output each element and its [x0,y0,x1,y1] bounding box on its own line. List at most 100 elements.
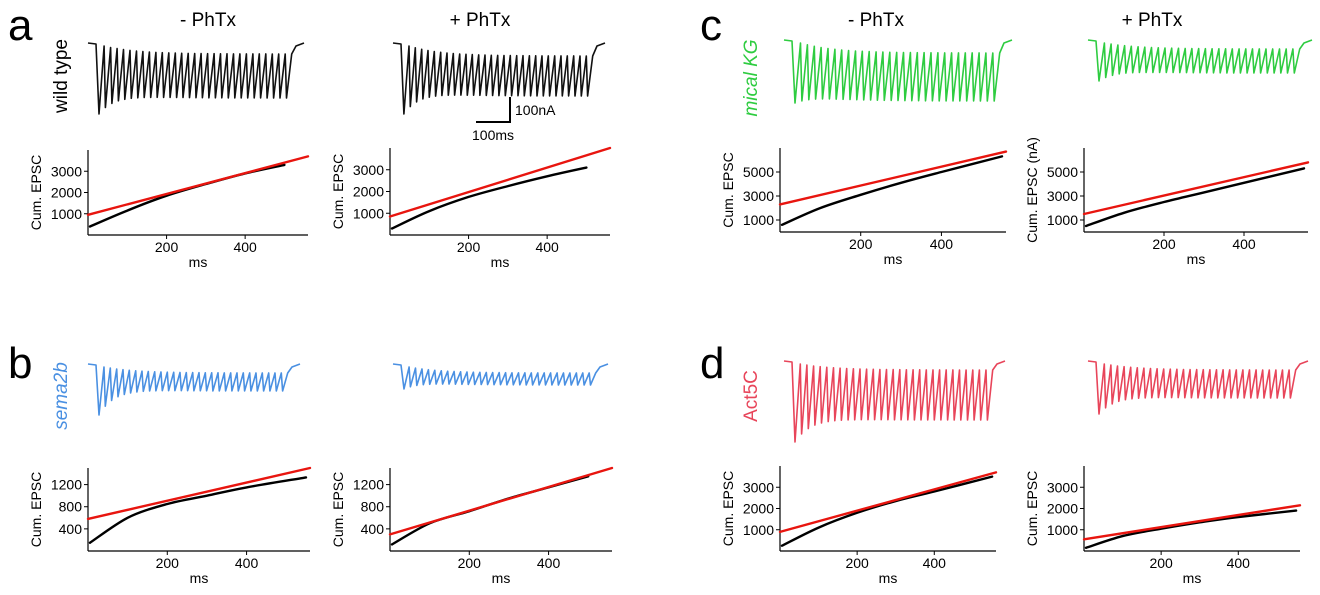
linear-fit-line [388,146,612,218]
y-axis-label: Cum. EPSC [1024,471,1040,546]
y-tick-label: 1000 [353,205,384,221]
y-tick-label: 3000 [1047,188,1078,204]
y-tick-label: 1200 [353,477,384,493]
y-tick-label: 1000 [743,212,774,228]
linear-fit-line [778,150,1008,206]
condition-header-right-minus: - PhTx [848,10,904,31]
cum-epsc-plot-d-minus: 1000 2000 3000 200 400 ms Cum. EPSC [720,466,998,586]
x-tick-label: 400 [1227,555,1251,571]
cum-epsc-plot-b-minus: 400 800 1200 200 400 ms Cum. EPSC [28,466,312,586]
y-tick-label: 400 [59,521,83,537]
x-tick-label: 200 [849,236,873,252]
y-axis-label: Cum. EPSC [28,472,44,547]
x-axis-label: ms [884,251,903,267]
linear-fit-line [1082,504,1302,541]
cumulative-epsc-line [88,163,286,228]
epsc-trace-c-plus [1087,39,1313,82]
cum-epsc-plot-a-minus: 1000 2000 3000 200 400 ms Cum. EPSC [28,150,310,270]
y-tick-label: 3000 [51,163,82,179]
genotype-label-d: Act5C [741,370,762,422]
condition-header-left-minus: - PhTx [180,10,236,31]
linear-fit-line [86,155,310,216]
x-tick-label: 200 [1149,555,1173,571]
epsc-trace-b-minus [87,363,301,416]
x-axis-label: ms [879,570,898,586]
x-axis-label: ms [190,570,209,586]
cumulative-epsc-line [1084,167,1306,228]
y-axis-label: Cum. EPSC [720,471,736,546]
scale-bar [476,97,511,123]
x-axis-label: ms [492,570,511,586]
x-axis-label: ms [1187,251,1206,267]
x-tick-label: 200 [1152,236,1176,252]
y-tick-label: 400 [361,521,385,537]
genotype-label-c: mical KG [741,39,762,116]
cum-epsc-plot-c-minus: 1000 3000 5000 200 400 ms Cum. EPSC [720,148,1008,267]
x-tick-label: 400 [535,239,559,255]
cum-epsc-plot-c-plus: 1000 3000 5000 200 400 ms Cum. EPSC (nA) [1024,137,1310,267]
x-tick-label: 200 [155,239,179,255]
x-tick-label: 200 [845,555,869,571]
y-tick-label: 1000 [51,206,82,222]
x-tick-label: 400 [923,555,947,571]
y-axis-label: Cum. EPSC [330,472,346,547]
epsc-trace-b-plus [392,363,609,390]
condition-header-left-plus: + PhTx [450,10,511,31]
x-tick-label: 200 [457,239,481,255]
scale-bar-amplitude-label: 100nA [515,102,556,118]
y-tick-label: 1200 [51,477,82,493]
y-tick-label: 2000 [1047,501,1078,517]
x-tick-label: 400 [930,236,954,252]
cumulative-epsc-line [780,155,1004,226]
y-tick-label: 800 [361,499,385,515]
y-tick-label: 800 [59,499,83,515]
y-tick-label: 2000 [743,501,774,517]
y-axis-label: Cum. EPSC [720,152,736,227]
y-tick-label: 2000 [353,184,384,200]
y-tick-label: 3000 [743,479,774,495]
epsc-trace-d-minus [783,360,1006,443]
y-tick-label: 5000 [1047,164,1078,180]
y-tick-label: 3000 [353,162,384,178]
linear-fit-line [1082,161,1310,216]
x-tick-label: 200 [458,555,482,571]
scale-bar-time-label: 100ms [472,127,514,143]
y-axis-label: Cum. EPSC (nA) [1024,137,1040,243]
linear-fit-line [778,471,998,534]
cumulative-epsc-line [780,475,994,547]
epsc-trace-a-plus [392,42,606,115]
linear-fit-line [86,466,312,521]
epsc-trace-c-minus [783,39,1013,104]
panel-letter-d: d [700,339,724,388]
cumulative-epsc-line [1084,509,1298,549]
epsc-trace-a-minus [87,42,305,115]
x-tick-label: 400 [235,555,259,571]
panel-letter-a: a [8,1,33,50]
genotype-label-b: sema2b [51,362,72,430]
linear-fit-line [388,466,614,536]
x-tick-label: 200 [156,555,180,571]
panel-letter-b: b [8,339,32,388]
x-tick-label: 400 [233,239,257,255]
y-tick-label: 1000 [743,522,774,538]
y-tick-label: 1000 [1047,212,1078,228]
cumulative-epsc-line [88,476,308,544]
y-tick-label: 3000 [743,188,774,204]
y-tick-label: 5000 [743,164,774,180]
epsc-trace-d-plus [1087,360,1309,415]
y-axis-label: Cum. EPSC [28,155,44,230]
x-axis-label: ms [189,254,208,270]
y-tick-label: 3000 [1047,479,1078,495]
cum-epsc-plot-b-plus: 400 800 1200 200 400 ms Cum. EPSC [330,466,614,586]
x-axis-label: ms [1183,570,1202,586]
y-tick-label: 1000 [1047,522,1078,538]
cum-epsc-plot-d-plus: 1000 2000 3000 200 400 ms Cum. EPSC [1024,466,1302,586]
panel-letter-c: c [700,1,722,50]
cum-epsc-plot-a-plus: 1000 2000 3000 200 400 ms Cum. EPSC [330,146,612,270]
genotype-label-a: wild type [51,39,72,114]
y-axis-label: Cum. EPSC [330,154,346,229]
condition-header-right-plus: + PhTx [1122,10,1183,31]
x-axis-label: ms [491,254,510,270]
y-tick-label: 2000 [51,185,82,201]
